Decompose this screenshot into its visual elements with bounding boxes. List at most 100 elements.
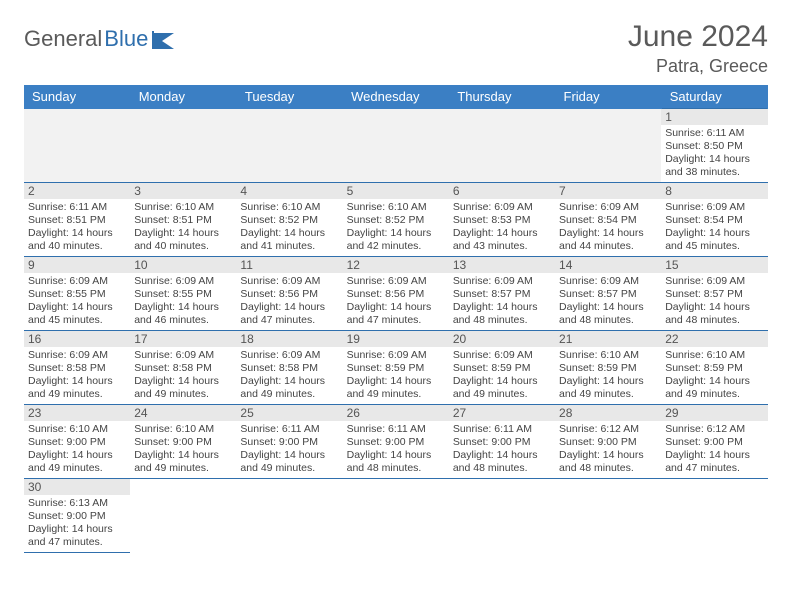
daylight-line: Daylight: 14 hours and 47 minutes. xyxy=(665,449,763,475)
day-details: Sunrise: 6:10 AMSunset: 9:00 PMDaylight:… xyxy=(130,421,236,477)
daylight-line: Daylight: 14 hours and 48 minutes. xyxy=(559,449,657,475)
day-details: Sunrise: 6:10 AMSunset: 8:52 PMDaylight:… xyxy=(236,199,342,255)
sunrise-line: Sunrise: 6:10 AM xyxy=(240,201,338,214)
day-number: 13 xyxy=(449,257,555,273)
sunrise-line: Sunrise: 6:09 AM xyxy=(453,201,551,214)
sunrise-line: Sunrise: 6:11 AM xyxy=(665,127,763,140)
day-number: 5 xyxy=(343,183,449,199)
calendar-cell xyxy=(449,109,555,183)
calendar-week-row: 1Sunrise: 6:11 AMSunset: 8:50 PMDaylight… xyxy=(24,109,768,183)
sunset-line: Sunset: 8:52 PM xyxy=(347,214,445,227)
day-number: 24 xyxy=(130,405,236,421)
day-details: Sunrise: 6:13 AMSunset: 9:00 PMDaylight:… xyxy=(24,495,130,551)
title-block: June 2024 Patra, Greece xyxy=(628,20,768,77)
sunrise-line: Sunrise: 6:09 AM xyxy=(28,349,126,362)
daylight-line: Daylight: 14 hours and 42 minutes. xyxy=(347,227,445,253)
sunrise-line: Sunrise: 6:12 AM xyxy=(559,423,657,436)
daylight-line: Daylight: 14 hours and 46 minutes. xyxy=(134,301,232,327)
daylight-line: Daylight: 14 hours and 49 minutes. xyxy=(665,375,763,401)
weekday-header: Saturday xyxy=(661,85,767,109)
day-number: 27 xyxy=(449,405,555,421)
calendar-cell: 2Sunrise: 6:11 AMSunset: 8:51 PMDaylight… xyxy=(24,183,130,257)
day-details: Sunrise: 6:09 AMSunset: 8:55 PMDaylight:… xyxy=(24,273,130,329)
sunrise-line: Sunrise: 6:10 AM xyxy=(134,423,232,436)
sunset-line: Sunset: 9:00 PM xyxy=(347,436,445,449)
day-number: 23 xyxy=(24,405,130,421)
calendar-cell: 8Sunrise: 6:09 AMSunset: 8:54 PMDaylight… xyxy=(661,183,767,257)
sunrise-line: Sunrise: 6:12 AM xyxy=(665,423,763,436)
daylight-line: Daylight: 14 hours and 45 minutes. xyxy=(665,227,763,253)
daylight-line: Daylight: 14 hours and 49 minutes. xyxy=(453,375,551,401)
sunrise-line: Sunrise: 6:10 AM xyxy=(347,201,445,214)
day-details: Sunrise: 6:09 AMSunset: 8:58 PMDaylight:… xyxy=(130,347,236,403)
calendar-cell: 6Sunrise: 6:09 AMSunset: 8:53 PMDaylight… xyxy=(449,183,555,257)
daylight-line: Daylight: 14 hours and 45 minutes. xyxy=(28,301,126,327)
daylight-line: Daylight: 14 hours and 47 minutes. xyxy=(240,301,338,327)
day-number: 28 xyxy=(555,405,661,421)
calendar-cell: 20Sunrise: 6:09 AMSunset: 8:59 PMDayligh… xyxy=(449,331,555,405)
sunrise-line: Sunrise: 6:09 AM xyxy=(559,201,657,214)
daylight-line: Daylight: 14 hours and 38 minutes. xyxy=(665,153,763,179)
day-number: 1 xyxy=(661,109,767,125)
page-header: GeneralBlue June 2024 Patra, Greece xyxy=(24,20,768,77)
day-details: Sunrise: 6:11 AMSunset: 8:50 PMDaylight:… xyxy=(661,125,767,181)
daylight-line: Daylight: 14 hours and 49 minutes. xyxy=(28,375,126,401)
sunset-line: Sunset: 8:57 PM xyxy=(453,288,551,301)
day-details: Sunrise: 6:11 AMSunset: 9:00 PMDaylight:… xyxy=(343,421,449,477)
daylight-line: Daylight: 14 hours and 49 minutes. xyxy=(134,449,232,475)
day-number: 19 xyxy=(343,331,449,347)
sunset-line: Sunset: 8:59 PM xyxy=(665,362,763,375)
daylight-line: Daylight: 14 hours and 44 minutes. xyxy=(559,227,657,253)
calendar-cell: 11Sunrise: 6:09 AMSunset: 8:56 PMDayligh… xyxy=(236,257,342,331)
calendar-week-row: 2Sunrise: 6:11 AMSunset: 8:51 PMDaylight… xyxy=(24,183,768,257)
day-details: Sunrise: 6:09 AMSunset: 8:54 PMDaylight:… xyxy=(661,199,767,255)
sunset-line: Sunset: 8:58 PM xyxy=(134,362,232,375)
sunrise-line: Sunrise: 6:09 AM xyxy=(559,275,657,288)
sunset-line: Sunset: 8:58 PM xyxy=(28,362,126,375)
sunrise-line: Sunrise: 6:09 AM xyxy=(347,275,445,288)
daylight-line: Daylight: 14 hours and 47 minutes. xyxy=(28,523,126,549)
day-details: Sunrise: 6:10 AMSunset: 8:51 PMDaylight:… xyxy=(130,199,236,255)
day-details: Sunrise: 6:12 AMSunset: 9:00 PMDaylight:… xyxy=(661,421,767,477)
sunset-line: Sunset: 8:50 PM xyxy=(665,140,763,153)
calendar-cell: 16Sunrise: 6:09 AMSunset: 8:58 PMDayligh… xyxy=(24,331,130,405)
sunset-line: Sunset: 8:55 PM xyxy=(28,288,126,301)
daylight-line: Daylight: 14 hours and 41 minutes. xyxy=(240,227,338,253)
sunset-line: Sunset: 8:56 PM xyxy=(240,288,338,301)
calendar-cell: 7Sunrise: 6:09 AMSunset: 8:54 PMDaylight… xyxy=(555,183,661,257)
location-label: Patra, Greece xyxy=(628,56,768,77)
weekday-header: Friday xyxy=(555,85,661,109)
sunset-line: Sunset: 9:00 PM xyxy=(453,436,551,449)
daylight-line: Daylight: 14 hours and 48 minutes. xyxy=(347,449,445,475)
sunset-line: Sunset: 8:53 PM xyxy=(453,214,551,227)
day-number: 29 xyxy=(661,405,767,421)
weekday-header: Tuesday xyxy=(236,85,342,109)
daylight-line: Daylight: 14 hours and 49 minutes. xyxy=(240,375,338,401)
day-details: Sunrise: 6:09 AMSunset: 8:58 PMDaylight:… xyxy=(24,347,130,403)
weekday-header: Monday xyxy=(130,85,236,109)
sunset-line: Sunset: 9:00 PM xyxy=(240,436,338,449)
calendar-cell xyxy=(343,479,449,553)
calendar-week-row: 16Sunrise: 6:09 AMSunset: 8:58 PMDayligh… xyxy=(24,331,768,405)
sunrise-line: Sunrise: 6:09 AM xyxy=(134,275,232,288)
day-details: Sunrise: 6:09 AMSunset: 8:57 PMDaylight:… xyxy=(449,273,555,329)
calendar-cell xyxy=(236,479,342,553)
daylight-line: Daylight: 14 hours and 49 minutes. xyxy=(240,449,338,475)
sunset-line: Sunset: 8:57 PM xyxy=(559,288,657,301)
sunset-line: Sunset: 8:55 PM xyxy=(134,288,232,301)
calendar-week-row: 9Sunrise: 6:09 AMSunset: 8:55 PMDaylight… xyxy=(24,257,768,331)
sunset-line: Sunset: 8:54 PM xyxy=(559,214,657,227)
calendar-cell: 13Sunrise: 6:09 AMSunset: 8:57 PMDayligh… xyxy=(449,257,555,331)
calendar-cell: 25Sunrise: 6:11 AMSunset: 9:00 PMDayligh… xyxy=(236,405,342,479)
day-details: Sunrise: 6:09 AMSunset: 8:59 PMDaylight:… xyxy=(343,347,449,403)
day-number: 3 xyxy=(130,183,236,199)
calendar-cell: 10Sunrise: 6:09 AMSunset: 8:55 PMDayligh… xyxy=(130,257,236,331)
weekday-header: Wednesday xyxy=(343,85,449,109)
sunset-line: Sunset: 9:00 PM xyxy=(665,436,763,449)
day-number: 6 xyxy=(449,183,555,199)
logo-flag-icon xyxy=(152,31,176,49)
sunset-line: Sunset: 8:51 PM xyxy=(28,214,126,227)
weekday-header: Sunday xyxy=(24,85,130,109)
daylight-line: Daylight: 14 hours and 49 minutes. xyxy=(559,375,657,401)
sunrise-line: Sunrise: 6:11 AM xyxy=(28,201,126,214)
